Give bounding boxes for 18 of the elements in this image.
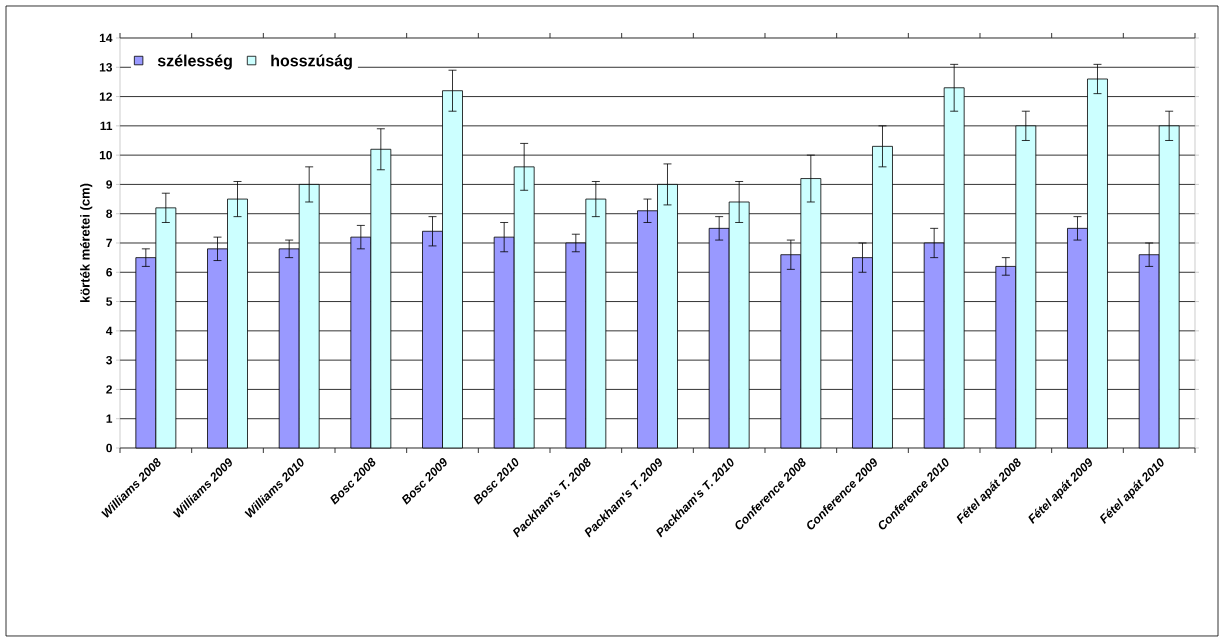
y-tick-label: 14 [99,33,113,43]
y-tick-label: 0 [106,443,112,453]
y-tick-label: 2 [106,385,112,394]
y-tick-label: 13 [99,63,113,72]
y-tick-label: 12 [99,92,112,101]
y-tick-label: 6 [106,268,113,277]
y-tick-label: 8 [106,209,113,218]
y-tick-label: 11 [100,121,113,130]
y-tick-label: 7 [106,238,112,248]
y-tick-label: 3 [106,355,113,365]
y-tick-label: 9 [106,180,113,189]
y-axis-title: körték méretei (cm) [80,183,93,303]
legend-label: szélesség [157,54,232,70]
y-tick-label: 10 [99,150,112,160]
y-tick-label: 4 [105,326,113,335]
y-tick-label: 1 [106,414,113,423]
legend-label: hosszúság [271,54,352,70]
y-tick-label: 5 [106,297,113,306]
